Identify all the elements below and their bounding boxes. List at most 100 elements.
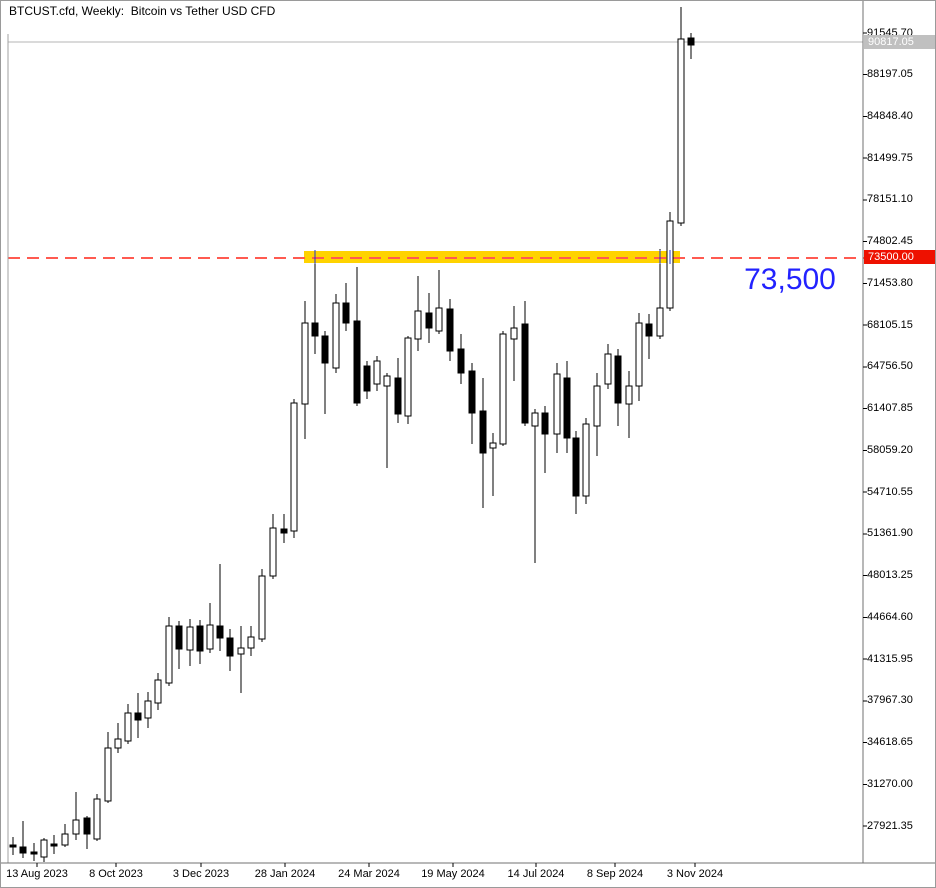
candle-body: [124, 712, 132, 742]
price-tick-label: 84848.40: [867, 109, 913, 122]
candle-body: [237, 647, 245, 655]
candle-body: [247, 636, 255, 649]
date-tick-label: 13 Aug 2023: [6, 868, 68, 880]
price-tick-label: 51361.90: [867, 527, 913, 540]
candle-body: [72, 819, 80, 835]
price-tick-label: 41315.95: [867, 652, 913, 665]
date-tick-label: 3 Nov 2024: [666, 868, 724, 880]
candle-body: [572, 437, 580, 497]
price-tick-label: 81499.75: [867, 151, 913, 164]
price-tick-label: 64756.50: [867, 360, 913, 373]
candle-body: [154, 679, 162, 704]
price-tick-label: 37967.30: [867, 694, 913, 707]
price-tick-label: 61407.85: [867, 402, 913, 415]
date-tick-label: 28 Jan 2024: [254, 868, 316, 880]
candle-body: [83, 817, 91, 835]
candle-body: [541, 412, 549, 435]
candle-body: [40, 839, 48, 858]
candle-body: [614, 355, 622, 404]
candle-body: [144, 700, 152, 719]
date-tick-label: 8 Sep 2024: [586, 868, 644, 880]
candle-body: [216, 625, 224, 639]
candle-body: [510, 327, 518, 340]
date-tick-label: 3 Dec 2023: [172, 868, 230, 880]
candle-body: [394, 377, 402, 415]
date-tick-label: 19 May 2024: [421, 868, 485, 880]
price-tick-label: 27921.35: [867, 819, 913, 832]
alert-price-label: 73500.00: [864, 250, 935, 264]
price-tick-label: 58059.20: [867, 443, 913, 456]
candle-body: [30, 851, 38, 855]
candle-body: [489, 442, 497, 449]
candle-body: [301, 322, 309, 405]
price-tick-label: 88197.05: [867, 68, 913, 81]
candle-body: [269, 527, 277, 577]
candle-body: [321, 335, 329, 364]
candle-body: [373, 360, 381, 385]
candle-body: [625, 385, 633, 405]
candle-body: [134, 712, 142, 721]
candle-body: [677, 38, 685, 224]
candle-body: [196, 625, 204, 652]
candle-body: [645, 323, 653, 337]
candle-body: [311, 322, 319, 337]
candle-body: [468, 370, 476, 414]
candle-body: [604, 353, 612, 385]
candle-body: [165, 625, 173, 684]
price-tick-label: 78151.10: [867, 193, 913, 206]
price-tick-label: 54710.55: [867, 485, 913, 498]
chart-title: BTCUST.cfd, Weekly: Bitcoin vs Tether US…: [9, 4, 276, 18]
candle-body: [9, 844, 17, 848]
price-tick-label: 34618.65: [867, 736, 913, 749]
price-tick-label: 48013.25: [867, 569, 913, 582]
candle-body: [226, 637, 234, 657]
candle-body: [499, 333, 507, 445]
date-tick-label: 8 Oct 2023: [89, 868, 143, 880]
date-tick-label: 24 Mar 2024: [338, 868, 400, 880]
price-tick-label: 31270.00: [867, 777, 913, 790]
price-tick-label: 68105.15: [867, 318, 913, 331]
candle-body: [435, 307, 443, 332]
candle-body: [353, 320, 361, 404]
candle-body: [582, 423, 590, 497]
candle-body: [553, 373, 561, 435]
candle-body: [656, 307, 664, 337]
candle-body: [332, 302, 340, 369]
candle-body: [446, 308, 454, 352]
date-tick-label: 14 Jul 2024: [507, 868, 565, 880]
candle-body: [593, 385, 601, 427]
candle-body: [290, 402, 298, 532]
candle-body: [19, 846, 27, 854]
current-price-label: 90817.05: [864, 35, 935, 49]
candle-body: [414, 310, 422, 340]
candle-body: [363, 365, 371, 392]
resistance-annotation: 73,500: [744, 263, 836, 296]
candle-body: [258, 575, 266, 640]
candle-body: [104, 747, 112, 802]
candle-body: [93, 798, 101, 840]
candle-body: [61, 833, 69, 846]
candle-body: [457, 348, 465, 374]
candle-body: [563, 377, 571, 439]
candle-body: [666, 220, 674, 309]
candle-body: [383, 375, 391, 387]
candle-body: [425, 312, 433, 329]
price-tick-label: 44664.60: [867, 610, 913, 623]
price-tick-label: 71453.80: [867, 276, 913, 289]
candle-body: [114, 738, 122, 749]
candle-body: [479, 410, 487, 454]
candle-body: [342, 302, 350, 324]
candle-body: [280, 528, 288, 534]
price-tick-label: 74802.45: [867, 235, 913, 248]
candle-body: [635, 322, 643, 387]
candle-body: [50, 843, 58, 847]
candle-body: [186, 626, 194, 651]
candle-body: [175, 625, 183, 650]
candle-body: [206, 624, 214, 650]
candle-body: [687, 37, 695, 46]
candle-body: [521, 323, 529, 424]
candle-body: [531, 412, 539, 427]
candle-body: [404, 337, 412, 417]
